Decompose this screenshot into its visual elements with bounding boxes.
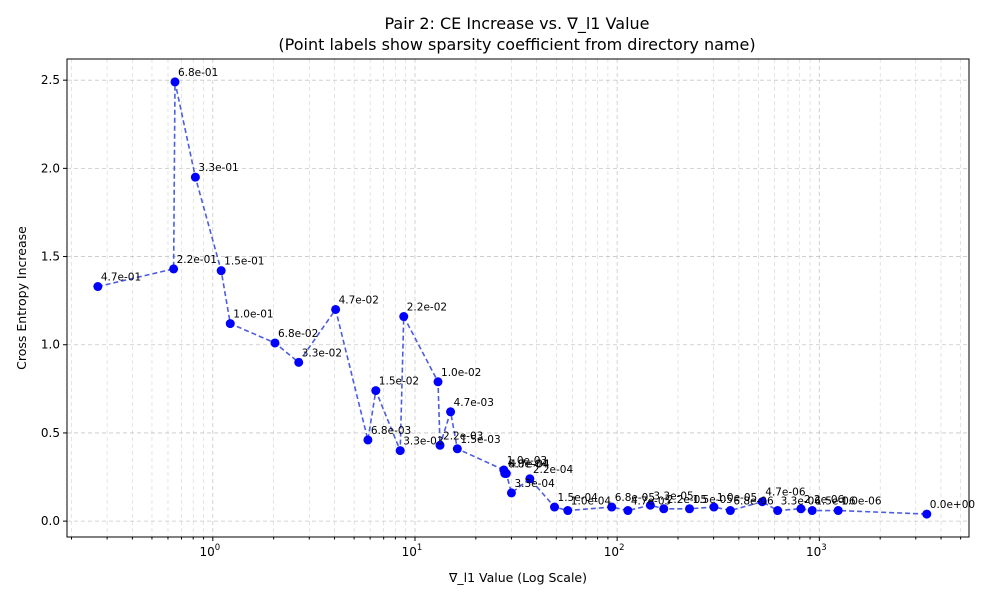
- point-label: 1.5e-04: [558, 492, 599, 504]
- point-label: 1.5e-01: [224, 256, 264, 268]
- point-label: 4.7e-01: [101, 272, 141, 284]
- data-point: [725, 506, 735, 516]
- data-point: [506, 488, 516, 498]
- point-label: 1.0e-01: [233, 309, 273, 321]
- y-tick-label: 1.5: [41, 250, 60, 264]
- y-tick-label: 2.0: [41, 161, 60, 175]
- point-label: 3.3e-03: [403, 436, 443, 448]
- point-label: 2.2e-03: [443, 430, 483, 442]
- data-point: [399, 312, 409, 322]
- data-point: [225, 319, 235, 329]
- data-point: [525, 474, 535, 484]
- x-axis-label: ∇_l1 Value (Log Scale): [448, 570, 587, 585]
- data-point: [607, 502, 617, 512]
- point-label: 3.3e-05: [653, 490, 693, 502]
- data-point: [773, 506, 783, 516]
- grid-lines: [67, 59, 969, 537]
- point-label: 6.8e-01: [178, 67, 218, 79]
- data-point: [435, 440, 445, 450]
- data-point: [331, 304, 341, 314]
- y-tick-label: 1.0: [41, 338, 60, 352]
- data-points-layer: [93, 77, 932, 519]
- point-label: 3.3e-02: [302, 347, 342, 359]
- data-point: [501, 469, 511, 479]
- data-point: [645, 500, 655, 510]
- y-axis-ticks: 0.0 0.5 1.0 1.5 2.0 2.5: [41, 73, 67, 528]
- data-point: [685, 504, 695, 514]
- y-tick-label: 0.5: [41, 426, 60, 440]
- data-point: [833, 506, 843, 516]
- point-label: 6.8e-05: [615, 492, 655, 504]
- point-label: 3.3e-01: [198, 162, 238, 174]
- data-point: [270, 338, 280, 348]
- point-labels-layer: 4.7e-01 2.2e-01 6.8e-01 3.3e-01 1.5e-01 1.0e-…: [101, 67, 975, 511]
- point-label: 1.5e-02: [379, 376, 419, 388]
- data-point: [709, 502, 719, 512]
- point-label: 1.0e-06: [841, 496, 882, 508]
- data-point: [363, 435, 373, 445]
- data-point: [371, 386, 381, 396]
- data-point: [294, 357, 304, 367]
- point-label: 1.0e-04: [571, 496, 612, 508]
- point-label: 4.7e-06: [765, 487, 806, 499]
- point-label: 3.3e-04: [514, 478, 555, 490]
- point-label: 1.0e-02: [441, 367, 481, 379]
- y-axis-label: Cross Entropy Increase: [14, 226, 29, 370]
- point-label: 1.5e-03: [460, 434, 500, 446]
- point-label: 4.7e-04: [509, 459, 550, 471]
- point-label: 6.8e-03: [371, 425, 411, 437]
- point-label: 6.8e-06: [733, 496, 774, 508]
- data-point: [757, 497, 767, 507]
- point-label: 3.3e-06: [781, 496, 822, 508]
- point-label: 6.8e-04: [508, 459, 549, 471]
- data-point: [550, 502, 560, 512]
- chart-title: Pair 2: CE Increase vs. ∇_l1 Value: [385, 14, 650, 34]
- data-point: [169, 264, 179, 274]
- y-tick-label: 2.5: [41, 73, 60, 87]
- plot-frame: [66, 58, 970, 538]
- data-point: [659, 504, 669, 514]
- point-label: 2.2e-02: [407, 302, 447, 314]
- data-point: [452, 444, 462, 454]
- data-point: [216, 266, 226, 276]
- point-label: 1.0e-05: [717, 492, 757, 504]
- data-point: [446, 407, 456, 417]
- data-point: [93, 282, 103, 292]
- data-point: [190, 172, 200, 182]
- data-point: [623, 506, 633, 516]
- point-label: 4.7e-05: [631, 496, 671, 508]
- point-label: 4.7e-03: [454, 397, 494, 409]
- point-label: 6.8e-02: [278, 328, 318, 340]
- data-point: [922, 509, 932, 519]
- point-label: 2.2e-06: [804, 494, 845, 506]
- point-label: 1.5e-05: [693, 494, 733, 506]
- point-label: 1.5e-06: [815, 496, 856, 508]
- data-point: [395, 446, 405, 456]
- point-label: 4.7e-02: [339, 294, 379, 306]
- chart-subtitle: (Point labels show sparsity coefficient …: [278, 35, 755, 54]
- point-label: 2.2e-05: [667, 494, 707, 506]
- point-label: 0.0e+00: [930, 499, 975, 511]
- data-point: [170, 77, 180, 87]
- data-point: [807, 506, 817, 516]
- point-label: 2.2e-01: [177, 254, 217, 266]
- y-tick-label: 0.0: [41, 514, 60, 528]
- data-point: [433, 377, 443, 387]
- data-point: [563, 506, 573, 516]
- point-label: 2.2e-04: [533, 464, 574, 476]
- point-label: 1.0e-03: [507, 455, 547, 467]
- data-point: [796, 504, 806, 514]
